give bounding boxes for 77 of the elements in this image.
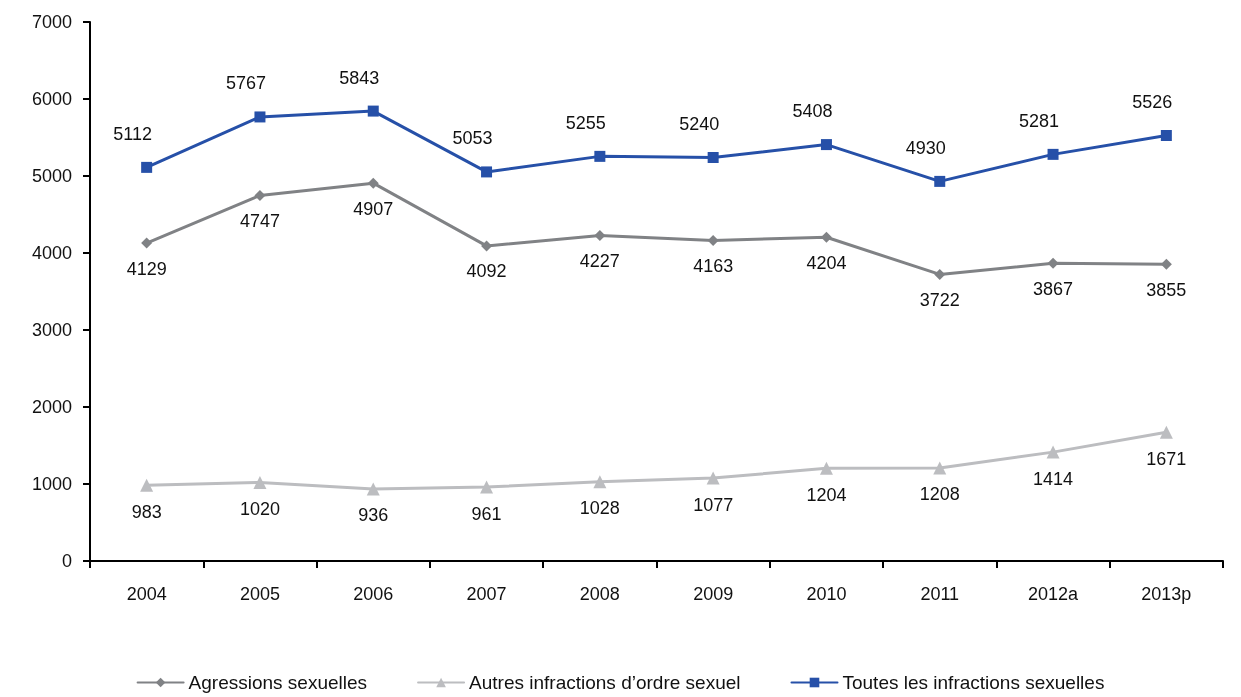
data-label: 3722: [919, 289, 960, 310]
point: [366, 482, 380, 496]
data-label: 3867: [1033, 278, 1074, 299]
data-label: 5281: [1019, 110, 1060, 131]
legend-label: Agressions sexuelles: [188, 672, 368, 693]
data-label: 5843: [339, 67, 380, 88]
x-tick-label: 2010: [806, 584, 847, 604]
point: [253, 475, 267, 489]
data-label: 1208: [919, 484, 960, 505]
y-tick-label: 6000: [31, 89, 72, 109]
data-label: 4930: [905, 137, 946, 158]
data-label: 5408: [792, 101, 833, 122]
x-tick-label: 2005: [239, 584, 280, 604]
data-label: 1028: [579, 498, 620, 519]
data-label: 983: [131, 501, 162, 522]
data-label: 4129: [126, 258, 167, 279]
point: [819, 461, 833, 475]
data-label: 4163: [693, 255, 734, 276]
point: [141, 237, 153, 249]
data-label: 4092: [466, 261, 507, 282]
x-tick-label: 2013p: [1141, 584, 1192, 604]
data-label: 4747: [239, 210, 280, 231]
point: [367, 177, 379, 189]
legend-label: Toutes les infractions sexuelles: [842, 672, 1105, 693]
x-tick-label: 2009: [693, 584, 734, 604]
data-label: 1204: [806, 484, 847, 505]
y-tick-label: 7000: [31, 12, 72, 32]
point: [254, 111, 266, 123]
data-label: 4907: [353, 198, 394, 219]
y-tick-label: 0: [61, 551, 72, 571]
data-label: 1414: [1033, 468, 1074, 489]
point: [480, 480, 494, 494]
y-tick-label: 2000: [31, 397, 72, 417]
data-label: 936: [358, 505, 389, 526]
legend-label: Autres infractions d’ordre sexuel: [469, 672, 741, 693]
point: [934, 175, 946, 187]
point: [367, 105, 379, 117]
point: [934, 268, 946, 280]
point: [707, 152, 719, 164]
point: [481, 166, 493, 178]
point: [594, 230, 606, 242]
data-label: 1671: [1146, 448, 1187, 469]
point: [707, 234, 719, 246]
x-tick-label: 2011: [920, 584, 960, 604]
point: [1159, 425, 1173, 439]
point: [254, 189, 266, 201]
x-tick-label: 2004: [126, 584, 167, 604]
data-label: 5767: [225, 73, 266, 94]
data-label: 5255: [565, 112, 606, 133]
data-label: 5526: [1132, 92, 1173, 112]
x-tick-label: 2012a: [1028, 584, 1080, 604]
y-tick-label: 4000: [31, 243, 72, 263]
point: [593, 475, 607, 489]
point: [706, 471, 720, 485]
point: [1160, 130, 1172, 141]
y-tick-label: 1000: [31, 474, 72, 494]
point: [933, 461, 947, 475]
x-tick-label: 2007: [466, 584, 507, 604]
point: [141, 161, 153, 173]
data-label: 5053: [452, 128, 493, 149]
point: [820, 139, 832, 151]
x-tick-label: 2006: [353, 584, 394, 604]
y-tick-label: 3000: [31, 320, 72, 340]
data-label: 5112: [113, 123, 153, 144]
x-tick-label: 2008: [579, 584, 620, 604]
y-tick-label: 5000: [31, 166, 72, 186]
data-label: 4204: [806, 252, 847, 273]
point: [1046, 445, 1060, 459]
data-label: 4227: [579, 251, 620, 272]
data-label: 3855: [1146, 279, 1187, 300]
point: [140, 478, 154, 492]
data-label: 1077: [693, 494, 734, 515]
data-label: 961: [471, 503, 502, 524]
point: [1047, 148, 1059, 160]
data-label: 5240: [679, 114, 720, 135]
data-label: 1020: [239, 498, 280, 519]
point: [594, 150, 606, 162]
